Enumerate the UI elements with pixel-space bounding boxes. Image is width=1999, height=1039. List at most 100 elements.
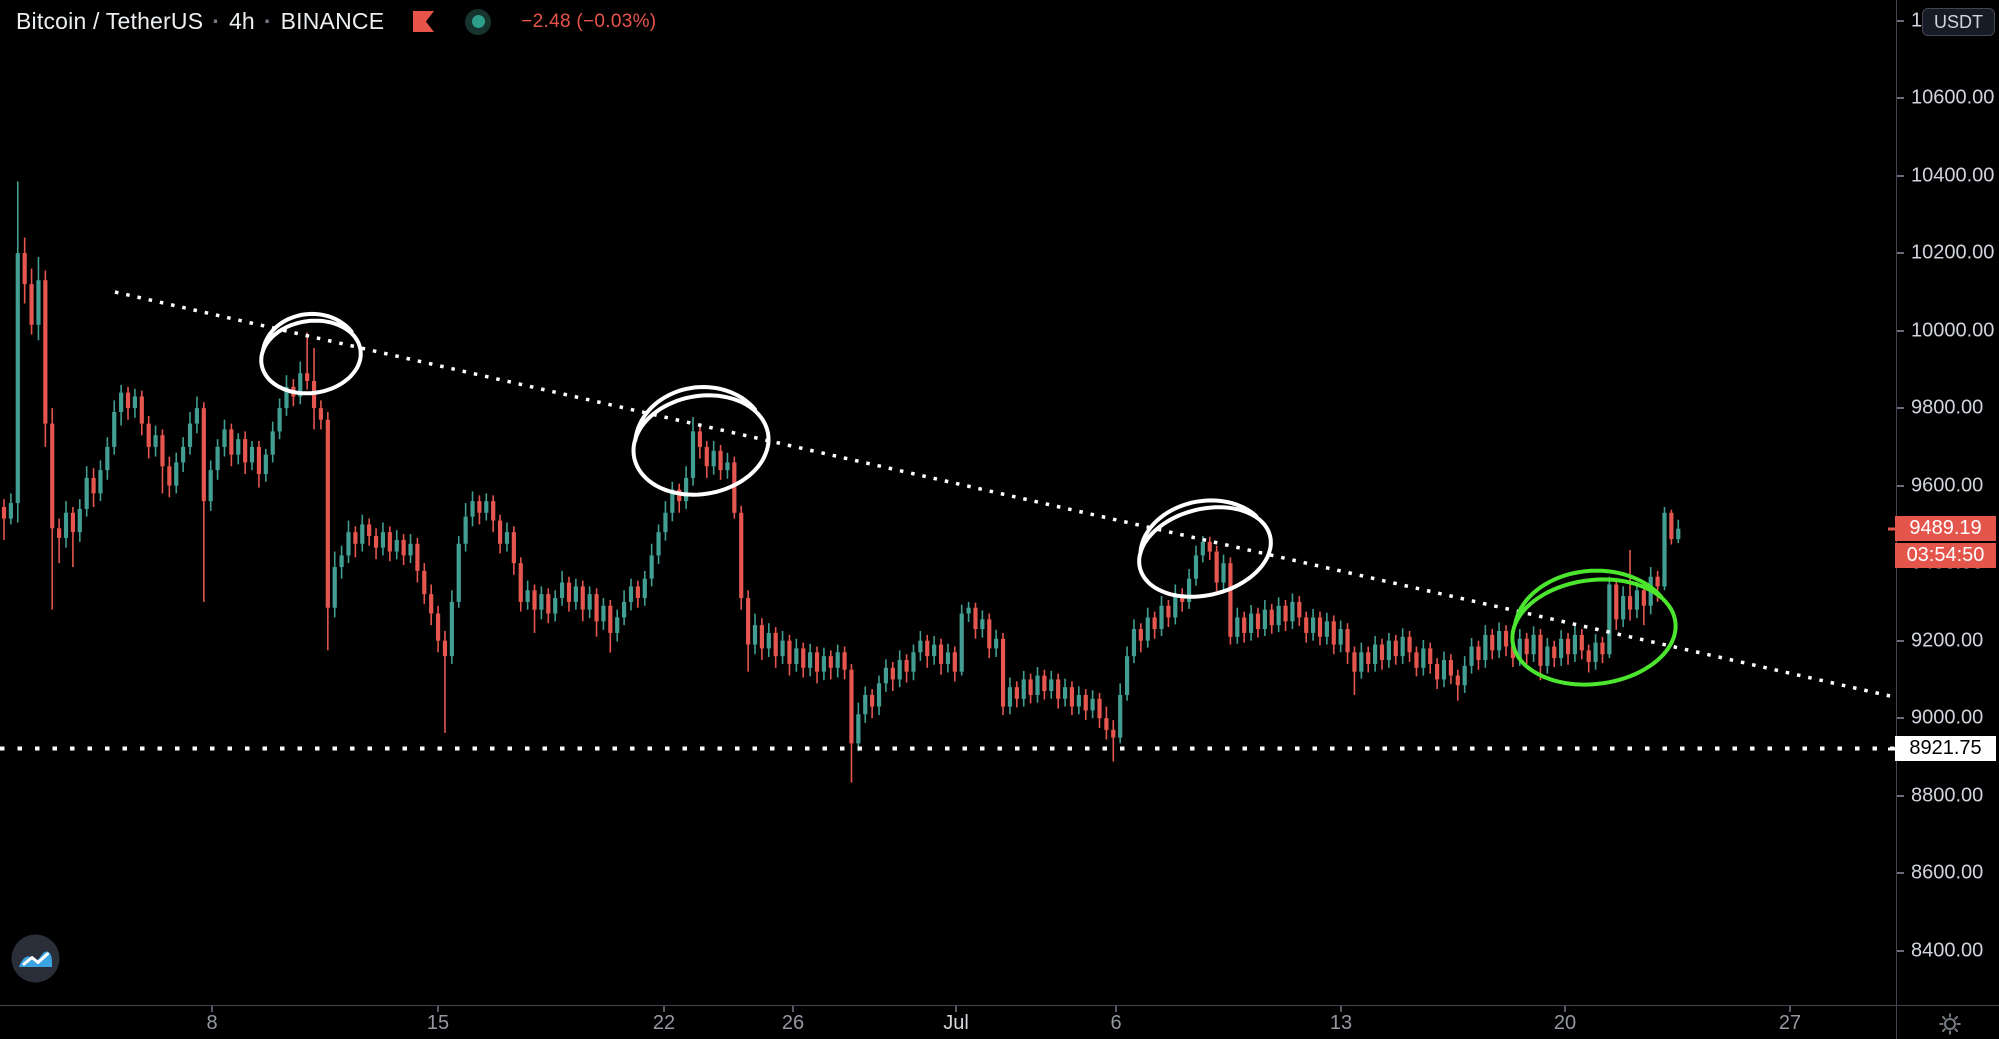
candle-body xyxy=(821,656,827,672)
candle-body xyxy=(938,644,944,664)
candle-body xyxy=(22,253,27,285)
candle-body xyxy=(511,532,516,564)
candle-body xyxy=(518,563,523,602)
candle-body xyxy=(952,652,957,672)
candle-body xyxy=(1076,694,1081,707)
candle-body xyxy=(112,412,117,447)
candle-body xyxy=(828,656,833,668)
candle-body xyxy=(1338,629,1343,645)
candle-body xyxy=(484,501,489,513)
time-axis-label: 8 xyxy=(206,1012,218,1034)
time-axis[interactable]: 8 15 22 26 Jul 6 13 20 27 xyxy=(0,1005,1999,1039)
symbol-name[interactable]: Bitcoin / TetherUS xyxy=(16,8,204,34)
candle-body xyxy=(1469,646,1474,666)
circle-breakout-green-overlap[interactable] xyxy=(1513,568,1664,626)
price-axis-label: 8400.00 xyxy=(1911,939,1984,962)
candle-body xyxy=(380,532,386,548)
currency-toggle-button[interactable]: USDT xyxy=(1922,8,1995,36)
candle-body xyxy=(91,477,96,494)
gear-icon[interactable] xyxy=(1936,1010,1964,1038)
circle-lower-high-2[interactable] xyxy=(631,393,771,497)
price-axis-tick xyxy=(1897,329,1904,332)
candle-body xyxy=(339,555,344,568)
candle-body xyxy=(601,605,606,622)
candle-body xyxy=(1290,601,1295,622)
candle-body xyxy=(1510,646,1516,659)
candle-body xyxy=(1345,629,1350,653)
trendline-dotted[interactable] xyxy=(114,290,1891,698)
price-axis-tick xyxy=(1897,717,1904,720)
candle-body xyxy=(8,503,13,519)
candle-body xyxy=(1669,512,1674,540)
candle-body xyxy=(1414,652,1419,668)
candle-body xyxy=(945,652,951,664)
circle-lower-high-3-overlap[interactable] xyxy=(1138,498,1259,555)
candle-body xyxy=(201,408,206,502)
candle-body xyxy=(1400,636,1405,657)
candle-body xyxy=(911,652,916,672)
candle-body xyxy=(277,408,282,432)
candle-body xyxy=(394,539,399,552)
tradingview-logo-button[interactable] xyxy=(11,934,60,983)
circle-lower-high-1-overlap[interactable] xyxy=(260,311,354,354)
price-axis-tick xyxy=(1897,252,1904,255)
time-axis-tick xyxy=(792,1006,794,1012)
candle-body xyxy=(1248,613,1254,633)
candle-body xyxy=(1035,675,1040,695)
candle-body xyxy=(580,586,585,610)
candle-body xyxy=(959,613,964,672)
candle-body xyxy=(139,396,144,424)
axis-corner-separator xyxy=(1896,1006,1897,1039)
candle-body xyxy=(1421,648,1426,668)
time-axis-tick xyxy=(1789,1006,1791,1012)
candle-body xyxy=(1124,656,1130,695)
price-axis-tick xyxy=(1897,639,1904,642)
candle-body xyxy=(1593,642,1598,662)
candle-body xyxy=(1049,679,1054,692)
circle-lower-high-1[interactable] xyxy=(259,318,363,396)
candle-body xyxy=(160,435,165,467)
price-axis-label: 9800.00 xyxy=(1911,396,1984,419)
candle-body xyxy=(1255,613,1261,630)
candle-body xyxy=(373,536,379,548)
circle-lower-high-3[interactable] xyxy=(1137,505,1273,599)
market-status-icon[interactable] xyxy=(465,8,492,35)
candle-body xyxy=(532,590,537,610)
candle-body xyxy=(1014,687,1019,699)
price-axis-tick xyxy=(1897,407,1904,410)
candle-body xyxy=(690,431,696,478)
candle-body xyxy=(546,594,551,614)
candle-body xyxy=(1634,590,1640,610)
exchange-label[interactable]: BINANCE xyxy=(280,8,385,34)
candle-body xyxy=(1531,634,1536,655)
candle-body xyxy=(994,638,999,649)
time-axis-tick xyxy=(437,1006,439,1012)
candle-body xyxy=(1435,663,1440,680)
candle-body xyxy=(594,594,599,622)
candle-body xyxy=(1441,660,1447,680)
candle-body xyxy=(1007,687,1013,707)
candle-body xyxy=(1104,718,1109,730)
price-axis-label: 10400.00 xyxy=(1911,164,1995,187)
interval-label[interactable]: 4h xyxy=(228,8,255,34)
candle-body xyxy=(194,408,200,424)
flag-icon[interactable] xyxy=(412,10,435,33)
candle-body xyxy=(449,601,454,657)
candle-body xyxy=(725,462,730,471)
candle-body xyxy=(1331,621,1336,645)
candle-body xyxy=(1579,634,1584,651)
candle-body xyxy=(966,607,971,614)
candle-body xyxy=(1559,638,1564,659)
candle-body xyxy=(435,613,441,641)
candle-body xyxy=(187,423,193,447)
circle-lower-high-2-overlap[interactable] xyxy=(633,384,757,443)
candle-body xyxy=(752,625,758,645)
chart-pane[interactable] xyxy=(0,0,1896,1005)
price-axis[interactable]: 10800.0010600.0010400.0010200.0010000.00… xyxy=(1888,0,1999,1005)
price-change-label: −2.48 (−0.03%) xyxy=(521,10,657,32)
time-axis-tick xyxy=(1564,1006,1566,1012)
candle-body xyxy=(656,532,661,556)
candle-body xyxy=(1207,541,1212,552)
candle-body xyxy=(1565,638,1571,655)
circle-breakout-green[interactable] xyxy=(1510,577,1678,687)
